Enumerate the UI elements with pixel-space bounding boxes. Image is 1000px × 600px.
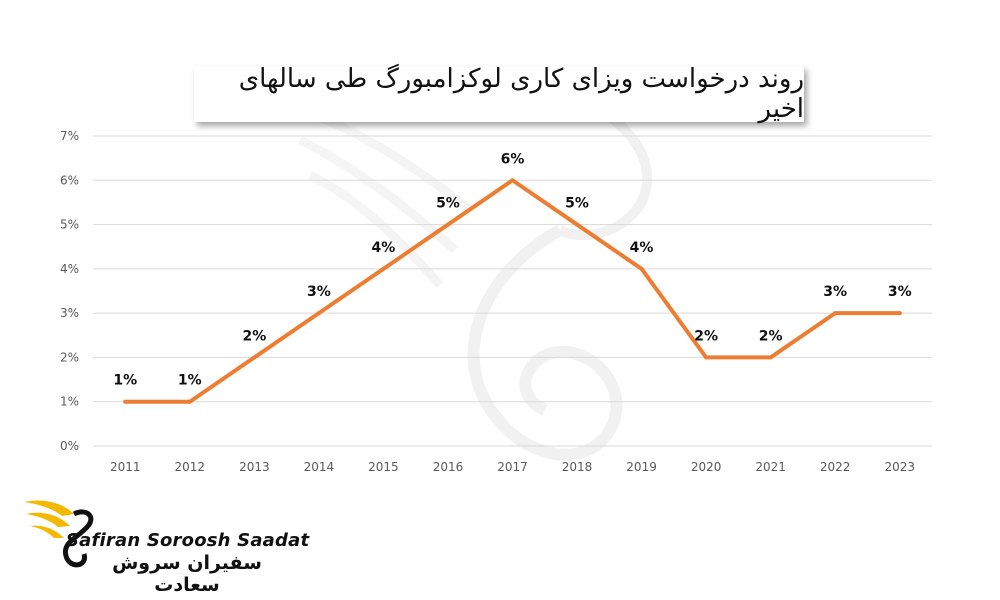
data-point	[123, 399, 128, 404]
x-tick-label: 2017	[497, 460, 528, 474]
data-label: 1%	[113, 373, 137, 389]
swan-wing-logo-icon	[24, 500, 94, 568]
data-point	[445, 222, 450, 227]
data-point	[704, 355, 709, 360]
x-tick-label: 2015	[368, 460, 399, 474]
y-tick-label: 0%	[60, 439, 79, 453]
y-tick-label: 1%	[60, 395, 79, 409]
x-tick-label: 2016	[433, 460, 464, 474]
data-point	[252, 355, 257, 360]
data-label: 5%	[565, 196, 589, 212]
y-tick-label: 3%	[60, 306, 79, 320]
data-label: 2%	[759, 328, 783, 344]
data-point	[897, 311, 902, 316]
watermark-swan-icon	[297, 79, 653, 461]
x-tick-label: 2018	[562, 460, 593, 474]
x-tick-label: 2022	[820, 460, 851, 474]
series-line	[123, 178, 902, 404]
logo-persian-text: سفیران سروش سعادت	[112, 552, 262, 596]
x-tick-label: 2021	[755, 460, 786, 474]
data-label: 4%	[630, 240, 654, 256]
data-point	[381, 266, 386, 271]
y-tick-label: 4%	[60, 262, 79, 276]
data-label: 4%	[372, 240, 396, 256]
series-lines	[123, 178, 902, 404]
data-label: 3%	[823, 284, 847, 300]
data-label: 3%	[888, 284, 912, 300]
data-point	[575, 222, 580, 227]
data-label: 2%	[242, 328, 266, 344]
gridlines	[93, 135, 932, 447]
x-tick-label: 2011	[110, 460, 141, 474]
data-point	[833, 311, 838, 316]
chart-title-text: روند درخواست ویزای کاری لوکزامبورگ طی سا…	[238, 64, 804, 124]
data-point	[639, 266, 644, 271]
x-tick-label: 2012	[175, 460, 206, 474]
y-tick-label: 5%	[60, 218, 79, 232]
data-label: 6%	[501, 151, 525, 167]
data-label: 5%	[436, 196, 460, 212]
x-tick-label: 2023	[884, 460, 915, 474]
x-tick-label: 2020	[691, 460, 722, 474]
data-labels: 1% 1% 2% 3% 4% 5% 6% 5% 4% 2% 2% 3% 3%	[113, 151, 911, 388]
y-axis-ticks: 0% 1% 2% 3% 4% 5% 6% 7%	[60, 129, 79, 453]
y-tick-label: 6%	[60, 173, 79, 187]
data-label: 3%	[307, 284, 331, 300]
x-tick-label: 2019	[626, 460, 657, 474]
data-point	[510, 178, 515, 183]
x-tick-label: 2013	[239, 460, 270, 474]
x-tick-label: 2014	[304, 460, 335, 474]
x-axis-ticks: 2011 2012 2013 2014 2015 2016 2017 2018 2019 2020…	[110, 460, 915, 474]
y-tick-label: 7%	[60, 129, 79, 143]
data-label: 2%	[694, 328, 718, 344]
data-label: 1%	[178, 373, 202, 389]
data-point	[768, 355, 773, 360]
data-point	[187, 399, 192, 404]
chart-title: روند درخواست ویزای کاری لوکزامبورگ طی سا…	[194, 64, 804, 124]
logo-english-text: Safiran Soroosh Saadat	[66, 530, 310, 551]
y-tick-label: 2%	[60, 350, 79, 364]
data-point	[316, 311, 321, 316]
